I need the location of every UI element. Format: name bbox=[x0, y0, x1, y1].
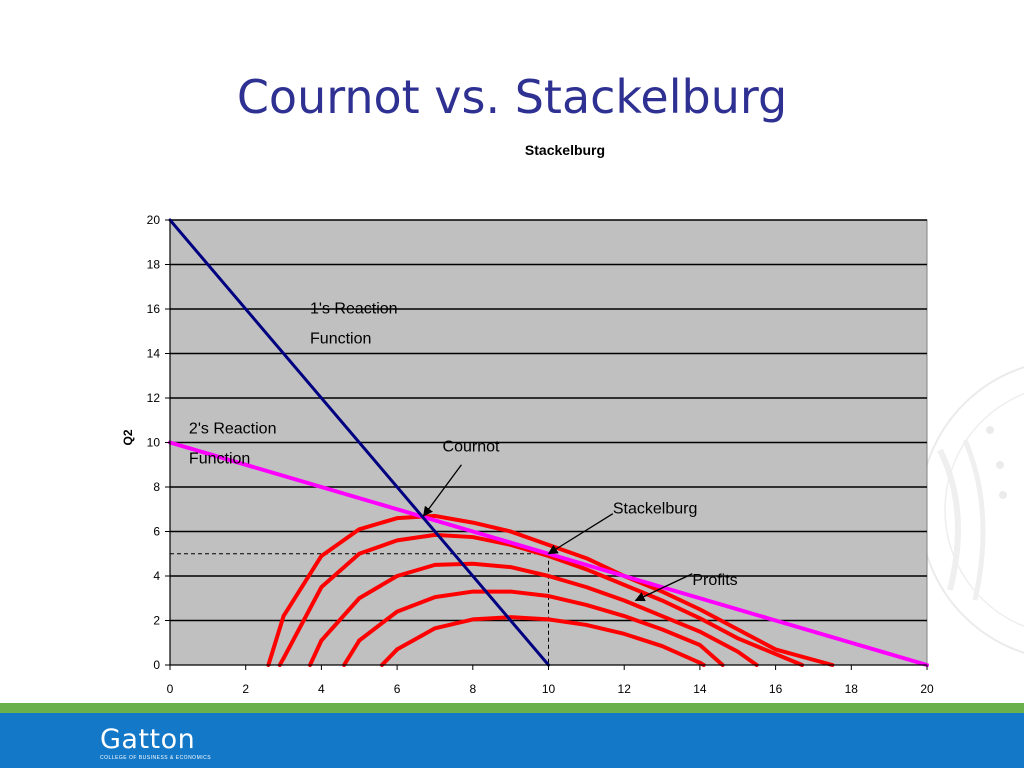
y-tick-label: 12 bbox=[147, 391, 161, 405]
annotation-label: Profits bbox=[692, 572, 737, 589]
annotation-label: 1's Reaction Function bbox=[310, 300, 398, 347]
annotation-line: Stackelburg bbox=[613, 501, 698, 518]
y-tick-label: 8 bbox=[153, 480, 160, 494]
logo-subtext: COLLEGE OF BUSINESS & ECONOMICS bbox=[100, 755, 212, 761]
y-tick-label: 4 bbox=[153, 569, 160, 583]
x-tick-label: 18 bbox=[845, 682, 859, 696]
isoprofit-curve bbox=[266, 614, 286, 667]
isoprofit-curve bbox=[395, 615, 702, 665]
isoprofit-curve bbox=[379, 647, 400, 667]
annotation-line: Function bbox=[189, 451, 250, 468]
isoprofit-curve bbox=[342, 638, 362, 667]
x-tick-label: 14 bbox=[693, 682, 707, 696]
x-tick-label: 20 bbox=[920, 682, 934, 696]
y-tick-label: 10 bbox=[147, 436, 161, 450]
x-tick-label: 4 bbox=[318, 682, 325, 696]
annotation-line: Cournot bbox=[443, 438, 500, 455]
y-tick-label: 0 bbox=[153, 658, 160, 672]
annotation-line: Profits bbox=[692, 572, 737, 589]
x-tick-label: 10 bbox=[542, 682, 556, 696]
x-tick-label: 0 bbox=[167, 682, 174, 696]
y-tick-label: 2 bbox=[153, 614, 160, 628]
chart-title: Stackelburg bbox=[524, 142, 606, 158]
y-tick-label: 14 bbox=[147, 347, 161, 361]
x-tick-label: 8 bbox=[469, 682, 476, 696]
footer-green-bar bbox=[0, 703, 1024, 713]
annotation-label: 2's Reaction Function bbox=[189, 421, 277, 468]
annotation-arrow bbox=[423, 464, 462, 517]
x-tick-label: 12 bbox=[618, 682, 632, 696]
x-tick-label: 6 bbox=[394, 682, 401, 696]
y-tick-label: 20 bbox=[147, 213, 161, 227]
annotation-line: 2's Reaction bbox=[189, 421, 277, 438]
gatton-logo: Gatton COLLEGE OF BUSINESS & ECONOMICS bbox=[100, 726, 211, 761]
isoprofit-curve bbox=[281, 532, 805, 667]
y-tick-label: 16 bbox=[147, 302, 161, 316]
y-tick-label: 6 bbox=[153, 525, 160, 539]
isoprofit-curve bbox=[308, 638, 324, 667]
annotation-line: Function bbox=[310, 330, 371, 347]
reaction-function-1-line bbox=[168, 218, 550, 667]
y-tick-label: 18 bbox=[147, 258, 161, 272]
annotation-label: Cournot bbox=[443, 438, 500, 455]
logo-wordmark: Gatton bbox=[100, 724, 196, 755]
annotation-arrow bbox=[634, 573, 693, 602]
annotation-arrow bbox=[547, 513, 614, 555]
annotation-label: Stackelburg bbox=[613, 501, 698, 518]
x-tick-label: 16 bbox=[769, 682, 783, 696]
isoprofit-curve bbox=[319, 561, 759, 667]
slide-title: Cournot vs. Stackelburg bbox=[236, 70, 788, 124]
annotation-line: 1's Reaction bbox=[310, 300, 398, 317]
x-tick-label: 2 bbox=[242, 682, 249, 696]
footer-blue-bar bbox=[0, 713, 1024, 768]
isoprofit-curve bbox=[357, 589, 725, 667]
y-axis-label: Q2 bbox=[121, 429, 135, 445]
